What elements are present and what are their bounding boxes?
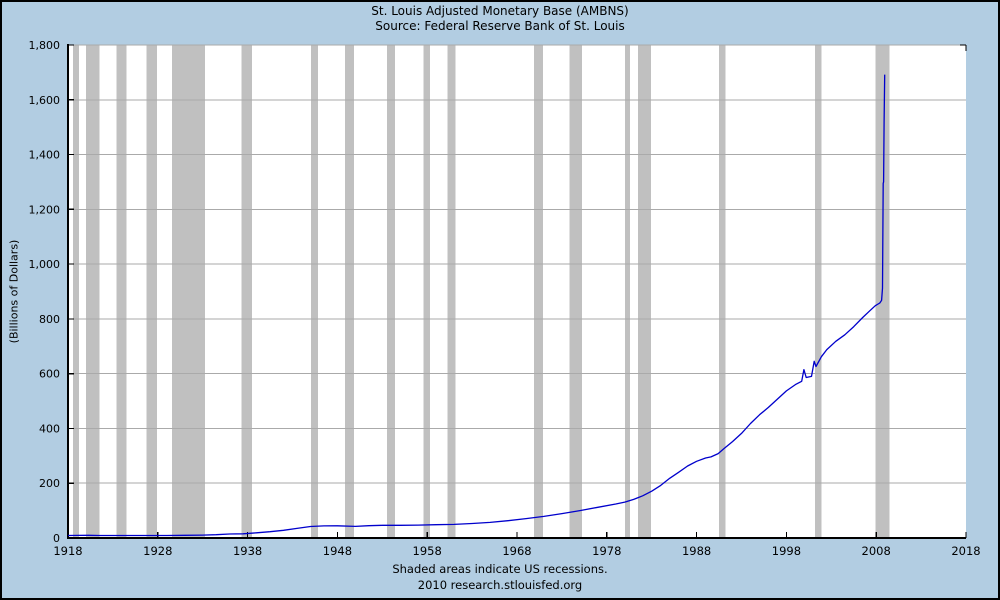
y-tick-label: 1,800 xyxy=(29,39,61,52)
data-line xyxy=(67,74,886,537)
recession-band xyxy=(146,45,158,538)
x-tick-label: 1958 xyxy=(413,544,442,558)
recession-band xyxy=(447,45,456,538)
recession-band xyxy=(344,45,354,538)
recession-band xyxy=(86,45,100,538)
y-axis-title: (Billions of Dollars) xyxy=(1,45,27,538)
y-tick-label: 200 xyxy=(39,477,60,490)
recession-band xyxy=(569,45,583,538)
recession-band xyxy=(624,45,630,538)
recession-band xyxy=(311,45,318,538)
x-tick-label: 1948 xyxy=(323,544,352,558)
x-tick-label: 1998 xyxy=(772,544,801,558)
recession-band xyxy=(116,45,127,538)
recession-band xyxy=(814,45,822,538)
x-tick-label: 1988 xyxy=(682,544,711,558)
chart-header: St. Louis Adjusted Monetary Base (AMBNS)… xyxy=(0,4,1000,34)
recession-band xyxy=(423,45,431,538)
x-tick-label: 1968 xyxy=(502,544,531,558)
chart-title: St. Louis Adjusted Monetary Base (AMBNS) xyxy=(371,4,629,18)
recession-band xyxy=(241,45,253,538)
recession-band xyxy=(386,45,396,538)
recession-band xyxy=(73,45,80,538)
y-tick-label: 0 xyxy=(53,532,60,545)
recession-band xyxy=(638,45,651,538)
x-tick-label: 2018 xyxy=(951,544,980,558)
recession-band xyxy=(534,45,544,538)
chart-footer: Shaded areas indicate US recessions. 201… xyxy=(0,561,1000,593)
recession-band xyxy=(172,45,205,538)
y-tick-label: 1,200 xyxy=(29,203,61,216)
x-tick-label: 2008 xyxy=(862,544,891,558)
y-tick-label: 800 xyxy=(39,313,60,326)
y-tick-label: 400 xyxy=(39,422,60,435)
chart-subtitle: Source: Federal Reserve Bank of St. Loui… xyxy=(375,19,625,33)
y-tick-label: 600 xyxy=(39,368,60,381)
y-tick-label: 1,400 xyxy=(29,149,61,162)
recession-note: Shaded areas indicate US recessions. xyxy=(392,562,608,576)
y-tick-label: 1,600 xyxy=(29,94,61,107)
x-tick-label: 1978 xyxy=(592,544,621,558)
x-tick-label: 1918 xyxy=(53,544,82,558)
x-tick-label: 1938 xyxy=(233,544,262,558)
x-tick-label: 1928 xyxy=(143,544,172,558)
source-credit: 2010 research.stlouisfed.org xyxy=(417,578,583,592)
y-axis-title-text: (Billions of Dollars) xyxy=(7,239,21,344)
recession-band xyxy=(719,45,726,538)
y-tick-label: 1,000 xyxy=(29,258,61,271)
